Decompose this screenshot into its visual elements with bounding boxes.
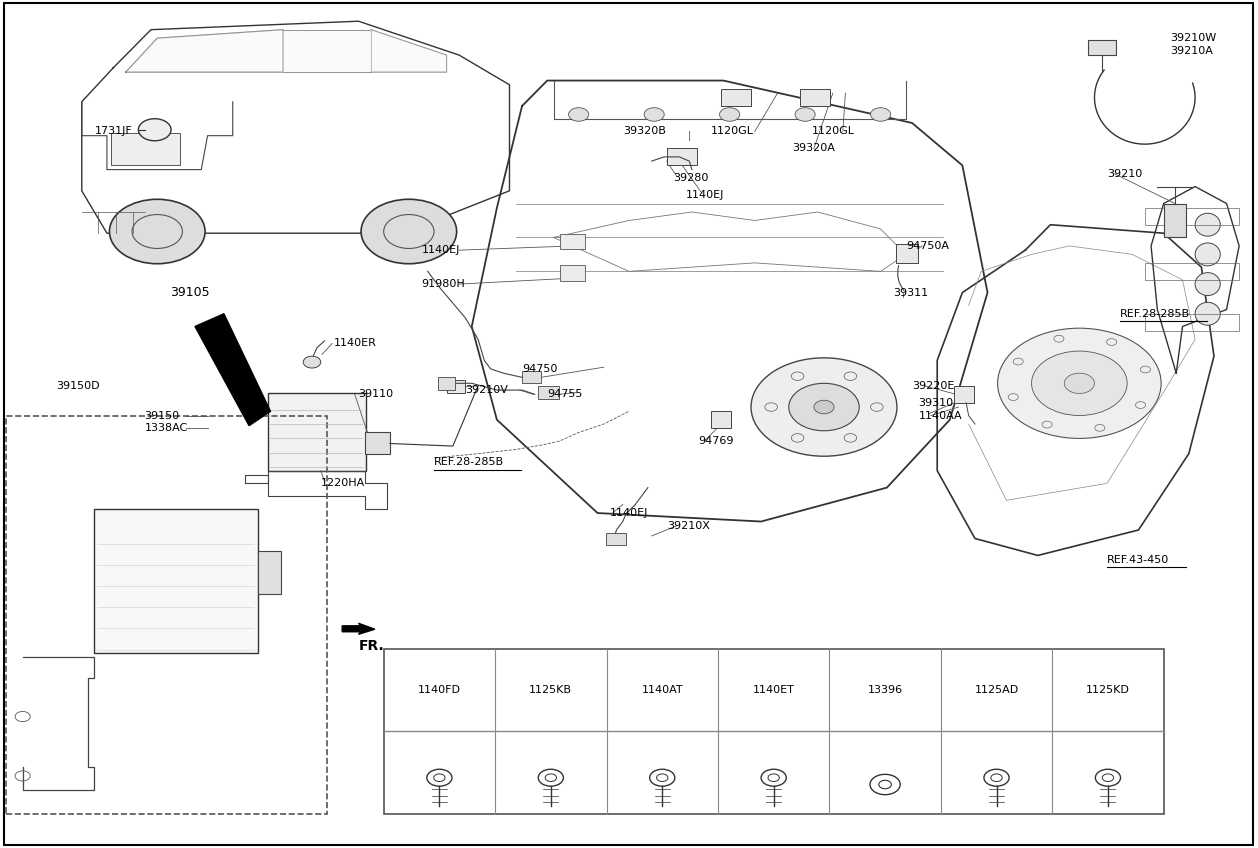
Text: 1140AA: 1140AA bbox=[918, 410, 962, 421]
Bar bbox=[896, 244, 918, 263]
Text: 13396: 13396 bbox=[868, 685, 903, 695]
Ellipse shape bbox=[1195, 302, 1220, 325]
Text: 39210V: 39210V bbox=[465, 385, 508, 395]
Text: 39210W: 39210W bbox=[1170, 33, 1216, 43]
Text: 39210A: 39210A bbox=[1170, 46, 1213, 56]
Polygon shape bbox=[342, 623, 375, 634]
Circle shape bbox=[569, 108, 589, 121]
Text: 1731JF: 1731JF bbox=[94, 126, 132, 137]
Bar bbox=[954, 386, 974, 403]
Text: 1120GL: 1120GL bbox=[811, 126, 854, 137]
Text: REF.43-450: REF.43-450 bbox=[1107, 555, 1169, 565]
Circle shape bbox=[361, 199, 457, 264]
Text: 1140EJ: 1140EJ bbox=[421, 245, 460, 255]
Bar bbox=[111, 133, 180, 165]
Text: 1338AC: 1338AC bbox=[145, 423, 187, 433]
Text: 94750: 94750 bbox=[522, 364, 557, 374]
Bar bbox=[721, 89, 751, 106]
Circle shape bbox=[795, 108, 815, 121]
Circle shape bbox=[720, 108, 740, 121]
Circle shape bbox=[789, 383, 859, 431]
Circle shape bbox=[644, 108, 664, 121]
Text: 1140ET: 1140ET bbox=[752, 685, 795, 695]
Bar bbox=[711, 411, 731, 428]
Circle shape bbox=[998, 328, 1161, 438]
Circle shape bbox=[138, 119, 171, 141]
Circle shape bbox=[814, 400, 834, 414]
Text: 1140FD: 1140FD bbox=[418, 685, 460, 695]
Bar bbox=[560, 265, 585, 281]
Text: 39320A: 39320A bbox=[793, 143, 835, 153]
Ellipse shape bbox=[1195, 213, 1220, 237]
Bar bbox=[522, 371, 541, 383]
Circle shape bbox=[109, 199, 205, 264]
Text: 1140EJ: 1140EJ bbox=[610, 508, 649, 518]
Text: 1140EJ: 1140EJ bbox=[686, 190, 725, 200]
Circle shape bbox=[1032, 351, 1127, 416]
Bar bbox=[94, 509, 258, 653]
Circle shape bbox=[303, 356, 321, 368]
Bar bbox=[1145, 208, 1239, 225]
Text: 91980H: 91980H bbox=[421, 279, 465, 289]
Bar bbox=[1088, 40, 1116, 55]
Text: 1125KB: 1125KB bbox=[530, 685, 572, 695]
Text: 39220E: 39220E bbox=[912, 381, 955, 391]
Text: 39310: 39310 bbox=[918, 398, 954, 408]
Text: 1140AT: 1140AT bbox=[642, 685, 683, 695]
Polygon shape bbox=[283, 30, 371, 72]
Text: REF.28-285B: REF.28-285B bbox=[1120, 309, 1190, 319]
Text: 1120GL: 1120GL bbox=[711, 126, 754, 137]
Text: 94750A: 94750A bbox=[906, 241, 949, 251]
Text: 39280: 39280 bbox=[673, 173, 708, 183]
Polygon shape bbox=[195, 314, 270, 426]
Text: 1220HA: 1220HA bbox=[321, 478, 365, 488]
Bar bbox=[258, 551, 281, 594]
Bar bbox=[6, 416, 327, 814]
Bar bbox=[1145, 314, 1239, 331]
Polygon shape bbox=[371, 30, 447, 72]
Circle shape bbox=[751, 358, 897, 456]
Text: 39210: 39210 bbox=[1107, 169, 1142, 179]
Text: 1140ER: 1140ER bbox=[333, 338, 376, 349]
Ellipse shape bbox=[1195, 243, 1220, 266]
Polygon shape bbox=[126, 30, 283, 72]
Text: 1125AD: 1125AD bbox=[975, 685, 1019, 695]
Bar bbox=[365, 432, 390, 454]
Bar bbox=[1164, 204, 1186, 237]
Bar bbox=[606, 533, 626, 545]
Text: 39150D: 39150D bbox=[57, 381, 101, 391]
Text: 39110: 39110 bbox=[359, 389, 394, 399]
Text: REF.28-285B: REF.28-285B bbox=[434, 457, 504, 467]
Bar bbox=[560, 234, 585, 249]
Text: 39105: 39105 bbox=[170, 286, 209, 299]
Bar bbox=[447, 380, 465, 393]
Bar bbox=[1145, 263, 1239, 280]
Text: 39311: 39311 bbox=[893, 287, 928, 298]
Bar bbox=[384, 649, 1164, 814]
Circle shape bbox=[871, 108, 891, 121]
Bar bbox=[667, 148, 697, 165]
Text: 94755: 94755 bbox=[547, 389, 582, 399]
Bar bbox=[438, 377, 455, 390]
Text: FR.: FR. bbox=[359, 639, 384, 653]
Text: 39210X: 39210X bbox=[667, 521, 710, 531]
Text: 1125KD: 1125KD bbox=[1086, 685, 1130, 695]
Bar bbox=[538, 386, 559, 399]
Text: 94769: 94769 bbox=[698, 436, 733, 446]
Bar bbox=[800, 89, 830, 106]
Text: 39150: 39150 bbox=[145, 410, 180, 421]
Text: 39320B: 39320B bbox=[623, 126, 665, 137]
Ellipse shape bbox=[1195, 273, 1220, 295]
Bar bbox=[268, 393, 366, 471]
Circle shape bbox=[1064, 373, 1094, 393]
